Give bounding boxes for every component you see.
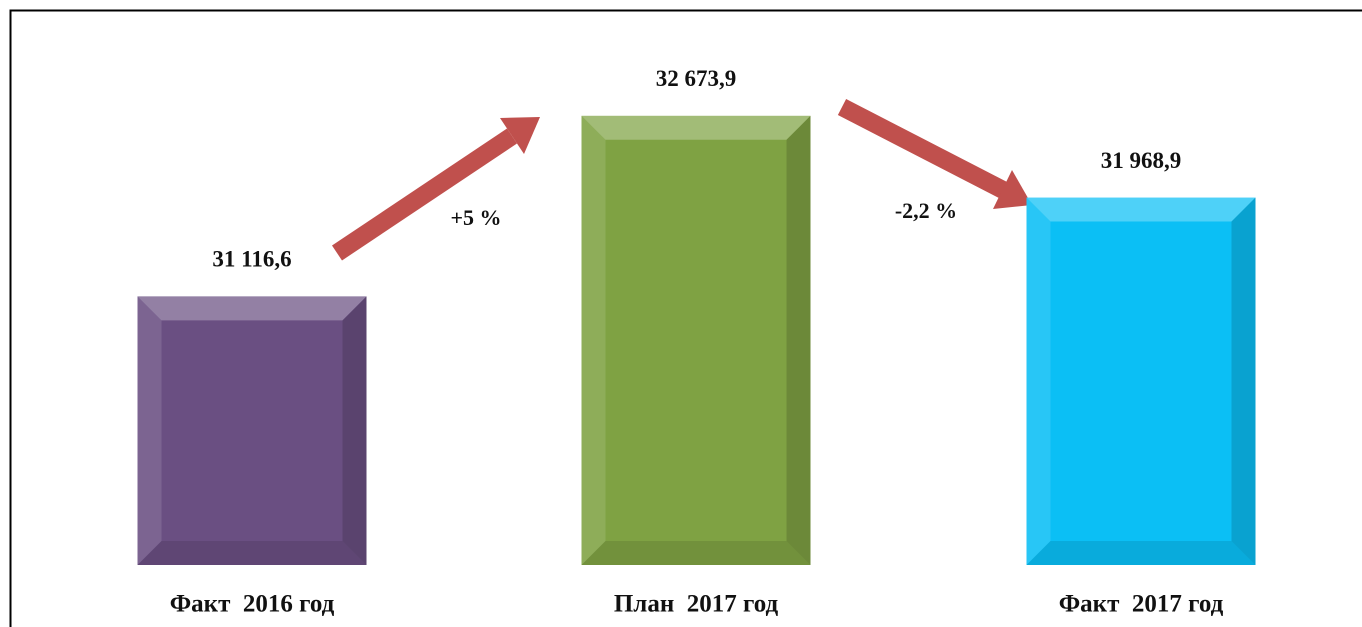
bevel xyxy=(137,541,367,565)
bevel xyxy=(1231,197,1256,565)
arrow-down xyxy=(837,99,1032,209)
bevel xyxy=(1026,197,1051,565)
bar xyxy=(137,296,367,565)
bevel xyxy=(581,115,606,565)
value-label: 32 673,9 xyxy=(656,66,737,91)
value-label: 31 968,9 xyxy=(1101,148,1182,173)
bevel xyxy=(581,115,811,140)
bevel xyxy=(137,296,367,321)
x-tick-label: План 2017 год xyxy=(614,591,779,618)
bevel xyxy=(786,115,811,565)
bevel xyxy=(1026,541,1256,565)
x-tick-label: Факт 2017 год xyxy=(1059,591,1224,618)
bevel xyxy=(581,541,811,565)
arrow-up xyxy=(331,117,540,261)
bevel xyxy=(342,296,367,565)
x-tick-label: Факт 2016 год xyxy=(170,591,335,618)
bar xyxy=(1026,197,1256,565)
annotation: +5 % xyxy=(450,205,501,230)
frame xyxy=(9,9,1362,627)
bevel xyxy=(1026,197,1256,222)
bar xyxy=(581,115,811,565)
annotation: -2,2 % xyxy=(895,198,957,223)
value-label: 31 116,6 xyxy=(212,247,291,272)
bevel xyxy=(137,296,162,565)
